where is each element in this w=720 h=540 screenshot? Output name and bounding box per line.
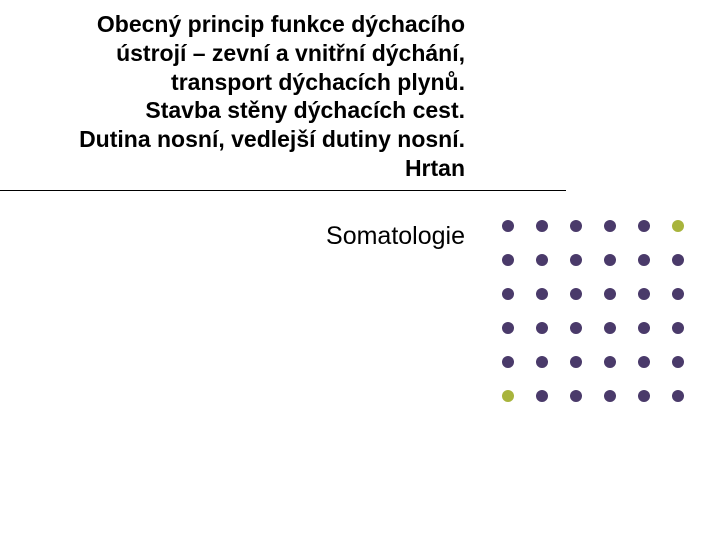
dot-icon: [570, 288, 582, 300]
dot-icon: [536, 220, 548, 232]
dot-icon: [570, 254, 582, 266]
dot-icon: [570, 322, 582, 334]
dot-icon: [570, 220, 582, 232]
title-line-0: Obecný princip funkce dýchacího: [75, 10, 465, 39]
dot-accent-icon: [672, 220, 684, 232]
decorative-dot-grid: [502, 220, 684, 402]
dot-row: [502, 356, 684, 368]
slide-subtitle: Somatologie: [326, 222, 465, 251]
dot-icon: [672, 254, 684, 266]
dot-icon: [672, 288, 684, 300]
dot-icon: [502, 356, 514, 368]
title-line-3: Stavba stěny dýchacích cest.: [75, 96, 465, 125]
dot-row: [502, 288, 684, 300]
dot-icon: [570, 390, 582, 402]
dot-icon: [502, 254, 514, 266]
slide-title: Obecný princip funkce dýchacího ústrojí …: [75, 10, 465, 183]
dot-row: [502, 390, 684, 402]
dot-icon: [604, 288, 616, 300]
dot-icon: [672, 356, 684, 368]
dot-icon: [536, 356, 548, 368]
dot-row: [502, 322, 684, 334]
title-line-1: ústrojí – zevní a vnitřní dýchání,: [75, 39, 465, 68]
dot-icon: [536, 390, 548, 402]
dot-row: [502, 220, 684, 232]
dot-icon: [638, 220, 650, 232]
dot-icon: [604, 322, 616, 334]
dot-icon: [502, 322, 514, 334]
dot-icon: [502, 288, 514, 300]
dot-accent-icon: [502, 390, 514, 402]
dot-icon: [638, 356, 650, 368]
divider-line: [0, 190, 566, 191]
dot-icon: [604, 356, 616, 368]
dot-icon: [604, 220, 616, 232]
dot-icon: [638, 254, 650, 266]
dot-icon: [536, 288, 548, 300]
title-line-4: Dutina nosní, vedlejší dutiny nosní.: [75, 125, 465, 154]
dot-icon: [604, 390, 616, 402]
dot-icon: [672, 390, 684, 402]
dot-row: [502, 254, 684, 266]
dot-icon: [638, 288, 650, 300]
dot-icon: [570, 356, 582, 368]
dot-icon: [604, 254, 616, 266]
dot-icon: [638, 322, 650, 334]
dot-icon: [638, 390, 650, 402]
title-line-2: transport dýchacích plynů.: [75, 68, 465, 97]
slide: Obecný princip funkce dýchacího ústrojí …: [0, 0, 720, 540]
dot-icon: [536, 254, 548, 266]
dot-icon: [672, 322, 684, 334]
dot-icon: [502, 220, 514, 232]
dot-icon: [536, 322, 548, 334]
title-line-5: Hrtan: [75, 154, 465, 183]
